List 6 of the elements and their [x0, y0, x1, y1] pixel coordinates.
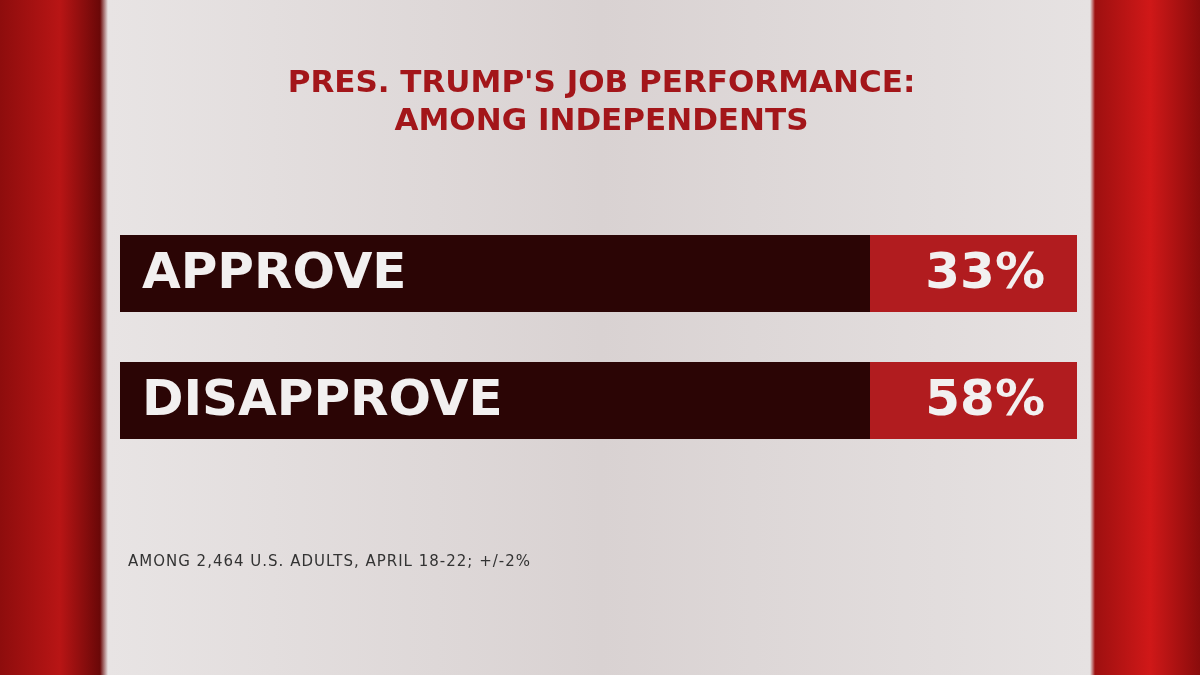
category-label: APPROVE — [142, 242, 407, 301]
data-label: 58% — [925, 369, 1045, 428]
text: PRES. TRUMP'S JOB PERFORMANCE: AMONG INDEPENDENTS — [286, 62, 917, 138]
data-label: 33% — [925, 242, 1045, 301]
category-label: DISAPPROVE — [142, 369, 503, 428]
text: AMONG 2,464 U.S. ADULTS, APRIL 18-22; +/-2% — [128, 552, 531, 570]
